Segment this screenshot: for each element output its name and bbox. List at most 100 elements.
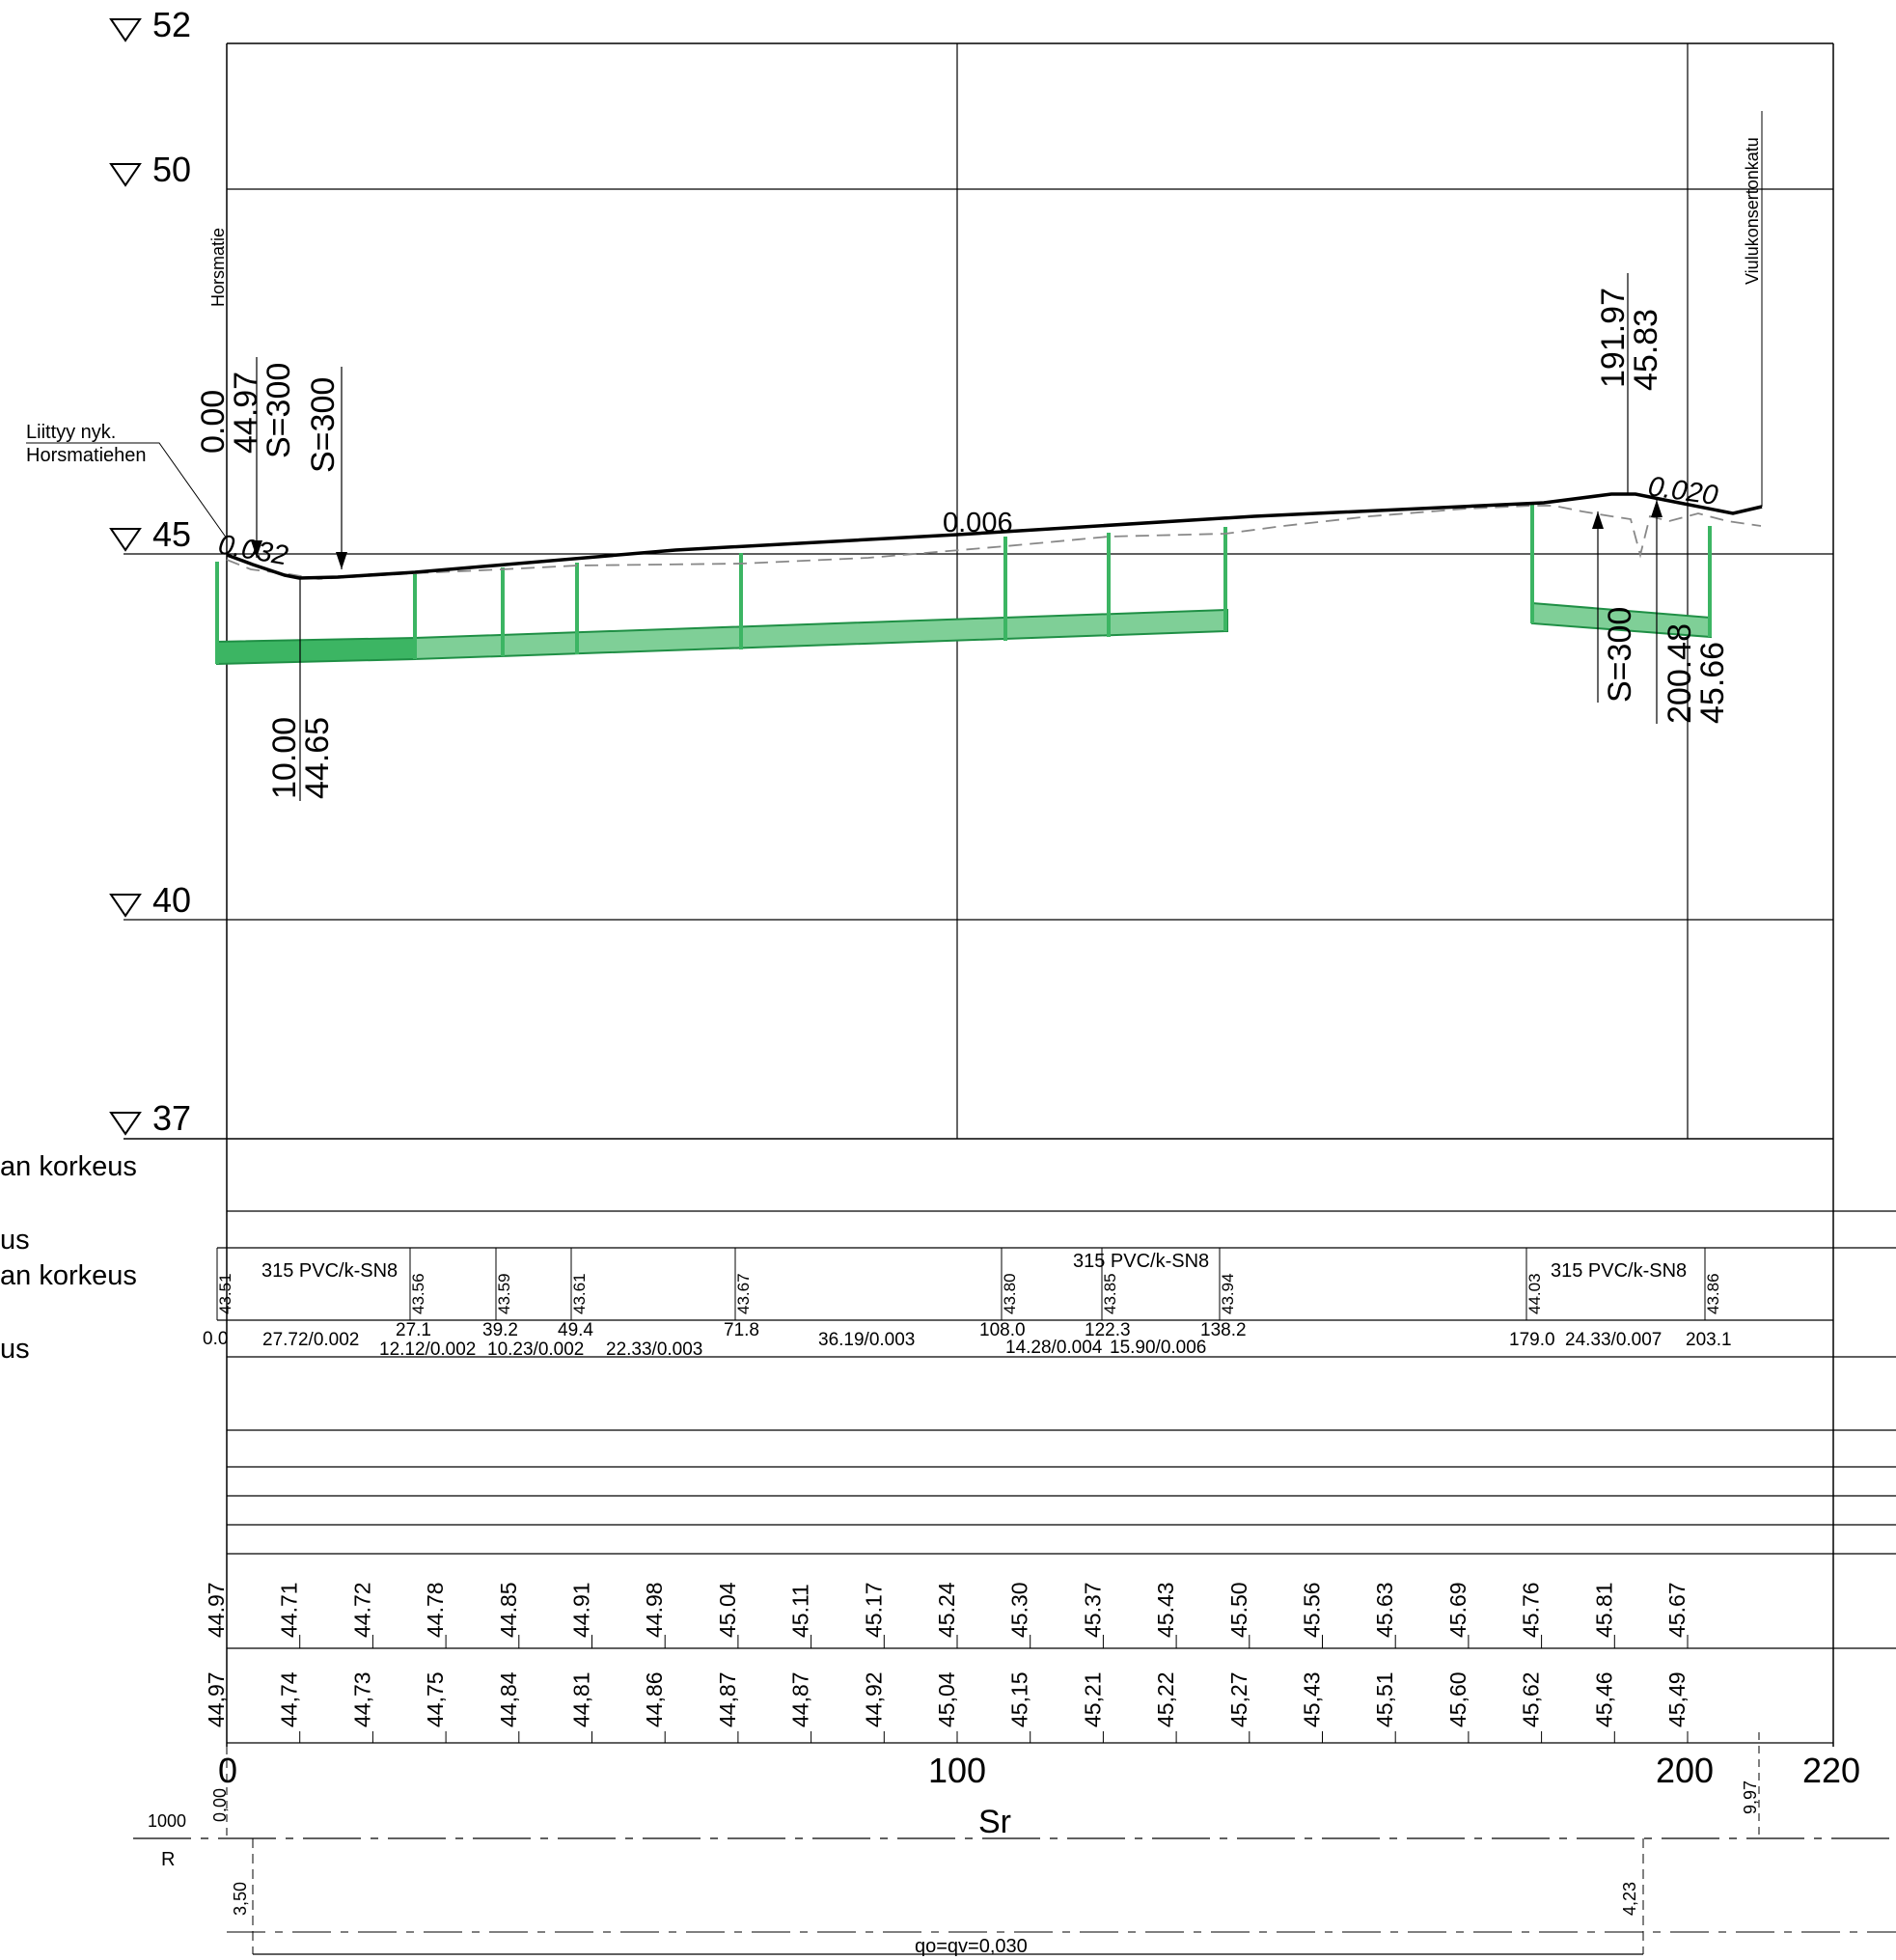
existing-elevation: 44,97 xyxy=(204,1671,229,1727)
x-tick-0: 0 xyxy=(218,1751,237,1790)
pipe-station: 49.4 xyxy=(558,1320,593,1340)
radius-label: R xyxy=(161,1849,175,1870)
design-elevation: 44.78 xyxy=(423,1582,448,1638)
invert-level: 43.67 xyxy=(734,1273,753,1314)
pipe-segment-label: 10.23/0.002 xyxy=(487,1339,584,1360)
design-elevation: 45.43 xyxy=(1153,1582,1178,1638)
pipe-station: 0.0 xyxy=(203,1329,228,1349)
existing-elevation: 44,92 xyxy=(861,1671,886,1727)
existing-elevation: 45,27 xyxy=(1226,1671,1251,1727)
invert-level: 43.80 xyxy=(1001,1273,1019,1314)
pipe-segment xyxy=(216,636,416,666)
existing-elevations: 44,97 44,74 44,73 44,75 44,84 44,81 44,86 44,87… xyxy=(204,1671,1690,1743)
existing-elevation: 45,62 xyxy=(1519,1671,1544,1727)
existing-elevation: 45,60 xyxy=(1445,1671,1470,1727)
level-triangle-icon xyxy=(109,18,142,42)
design-elevation: 44.97 xyxy=(204,1582,229,1638)
pipe-station: 122.3 xyxy=(1085,1320,1131,1340)
level-37: 37 xyxy=(152,1098,191,1138)
design-elevation: 44.85 xyxy=(496,1582,521,1638)
design-elevation: 45.11 xyxy=(788,1584,813,1638)
design-profile-line xyxy=(226,492,1763,580)
existing-elevation: 45,46 xyxy=(1591,1671,1616,1727)
level-triangle-icon xyxy=(109,894,142,918)
level-triangle-icon xyxy=(109,1112,142,1136)
note-line-2: Horsmatiehen xyxy=(26,445,147,466)
slope-left: 3,50 xyxy=(231,1882,250,1916)
design-elevation: 45.69 xyxy=(1445,1582,1470,1638)
pipe-station: 39.2 xyxy=(482,1320,518,1340)
x-tick-200: 200 xyxy=(1656,1751,1714,1790)
row-label: us xyxy=(0,1225,30,1256)
level-45: 45 xyxy=(152,514,191,554)
existing-elevation: 45,21 xyxy=(1080,1671,1105,1727)
design-elevation: 45.76 xyxy=(1519,1582,1544,1638)
pipe-station: 27.1 xyxy=(396,1320,431,1340)
design-elevation: 45.17 xyxy=(861,1582,886,1638)
curve-radius: S=300 xyxy=(261,363,297,458)
design-elevation: 45.81 xyxy=(1591,1582,1616,1638)
radius-value: 1000 xyxy=(148,1811,186,1831)
design-elevation: 44.72 xyxy=(349,1582,374,1638)
design-elevation: 45.04 xyxy=(715,1582,740,1638)
curve-station: 200.48 xyxy=(1662,623,1698,724)
existing-elevation: 44,73 xyxy=(349,1671,374,1727)
invert-level: 43.86 xyxy=(1704,1273,1722,1314)
arrow-icon xyxy=(336,552,347,569)
existing-elevation: 45,51 xyxy=(1372,1671,1397,1727)
design-elevation: 44.98 xyxy=(642,1582,667,1638)
design-elevations: 44.97 44.71 44.72 44.78 44.85 44.91 44.98 45.04… xyxy=(204,1582,1690,1648)
invert-level: 44.03 xyxy=(1525,1273,1544,1314)
pipe-segment-label: 14.28/0.004 xyxy=(1005,1338,1103,1358)
level-40: 40 xyxy=(152,880,191,920)
pipe-run-1 xyxy=(215,527,1228,666)
invert-level: 43.59 xyxy=(495,1273,513,1314)
curve-station: 0.00 xyxy=(195,390,232,454)
pipe-label: 315 PVC/k-SN8 xyxy=(1551,1260,1687,1282)
existing-elevation: 44,87 xyxy=(715,1671,740,1727)
design-elevation: 45.50 xyxy=(1226,1582,1251,1638)
invert-level: 43.85 xyxy=(1101,1273,1119,1314)
row-label: an korkeus xyxy=(0,1151,137,1182)
existing-elevation: 44,87 xyxy=(788,1671,813,1727)
street-label-horsmatie: Horsmatie xyxy=(208,228,228,307)
curve-radius: S=300 xyxy=(1602,607,1638,703)
invert-level: 43.56 xyxy=(409,1273,427,1314)
invert-level: 43.51 xyxy=(216,1273,234,1314)
note-line-1: Liittyy nyk. xyxy=(26,422,116,443)
design-elevation: 45.67 xyxy=(1664,1582,1690,1638)
existing-elevation: 44,75 xyxy=(423,1671,448,1727)
pipe-station: 138.2 xyxy=(1200,1320,1247,1340)
curve-elevation: 45.83 xyxy=(1628,309,1664,391)
pipe-segment xyxy=(414,608,1228,661)
slope-right: 4,23 xyxy=(1620,1882,1639,1916)
arrow-icon xyxy=(251,540,262,558)
pipe-segment-label: 12.12/0.002 xyxy=(379,1339,476,1360)
curve-elevation: 45.66 xyxy=(1694,642,1731,724)
design-elevation: 45.63 xyxy=(1372,1582,1397,1638)
existing-ground-line xyxy=(226,505,1762,580)
alignment-start: 0,00 xyxy=(210,1788,230,1822)
existing-elevation: 45,22 xyxy=(1153,1671,1178,1727)
existing-elevation: 44,81 xyxy=(569,1671,594,1727)
pipe-station: 71.8 xyxy=(724,1320,759,1340)
design-elevation: 45.37 xyxy=(1080,1582,1105,1638)
design-elevation: 45.24 xyxy=(934,1582,959,1638)
existing-elevation: 45,04 xyxy=(934,1671,959,1727)
level-triangle-icon xyxy=(109,163,142,187)
existing-elevation: 45,15 xyxy=(1007,1671,1032,1727)
pipe-station: 179.0 xyxy=(1509,1330,1555,1350)
level-triangle-icon xyxy=(109,528,142,552)
pipe-segment-label: 22.33/0.003 xyxy=(606,1339,702,1360)
level-52: 52 xyxy=(152,5,191,44)
arrow-icon xyxy=(1592,511,1604,529)
invert-levels: 43.51 43.56 43.59 43.61 43.67 43.80 43.85 43.94… xyxy=(216,1248,1722,1320)
existing-elevation: 44,74 xyxy=(277,1671,302,1727)
pipe-segment-label: 27.72/0.002 xyxy=(262,1330,359,1350)
pipe-station: 108.0 xyxy=(979,1320,1026,1340)
curve-radius: S=300 xyxy=(305,377,342,473)
grade-label: 0.006 xyxy=(943,508,1013,538)
existing-elevation: 44,86 xyxy=(642,1671,667,1727)
pipe-segment-label: 36.19/0.003 xyxy=(818,1330,915,1350)
